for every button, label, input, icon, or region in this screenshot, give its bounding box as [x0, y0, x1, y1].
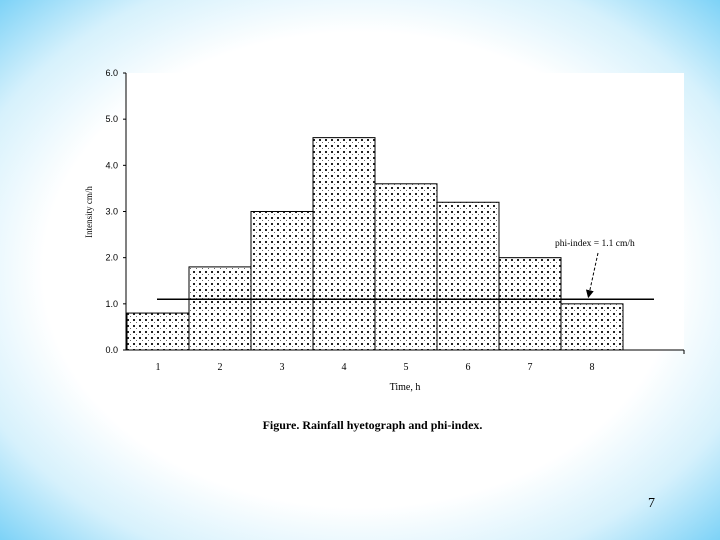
x-tick-label: 4	[342, 362, 347, 373]
x-tick-label: 1	[156, 362, 161, 373]
bar-hour-2	[188, 266, 252, 351]
y-axis: 0.0 1.0 2.0 3.0 4.0 5.0 6.0	[105, 68, 127, 355]
x-tick-label: 3	[280, 362, 285, 373]
y-tick-label: 3.0	[105, 207, 118, 217]
y-tick-label: 4.0	[105, 160, 118, 170]
x-axis: 1 2 3 4 5 6 7 8	[126, 349, 685, 373]
bar-hour-7	[498, 257, 562, 351]
y-tick-label: 6.0	[105, 68, 118, 78]
x-tick-label: 8	[590, 362, 595, 373]
bar-hour-4	[312, 137, 376, 351]
y-tick-label: 0.0	[105, 345, 118, 355]
bar-series	[126, 137, 624, 351]
phi-index-arrow	[585, 252, 599, 299]
y-tick-label: 2.0	[105, 253, 118, 263]
x-tick-label: 7	[528, 362, 533, 373]
figure-caption: Figure. Rainfall hyetograph and phi-inde…	[262, 418, 483, 432]
x-tick-label: 5	[404, 362, 409, 373]
x-tick-label: 2	[218, 362, 223, 373]
y-axis-label: Intensity cm/h	[84, 186, 94, 238]
page-number: 7	[648, 496, 655, 511]
bar-hour-1	[126, 312, 190, 351]
x-axis-label: Time, h	[390, 382, 421, 393]
x-tick-label: 6	[466, 362, 471, 373]
y-tick-label: 1.0	[105, 299, 118, 309]
bar-hour-8	[560, 303, 624, 351]
bar-hour-6	[436, 201, 500, 351]
bar-hour-5	[374, 183, 438, 351]
bar-hour-3	[250, 211, 314, 351]
phi-index-label: phi-index = 1.1 cm/h	[555, 239, 635, 249]
phi-index-annotation: phi-index = 1.1 cm/h	[157, 239, 654, 300]
y-tick-label: 5.0	[105, 114, 118, 124]
